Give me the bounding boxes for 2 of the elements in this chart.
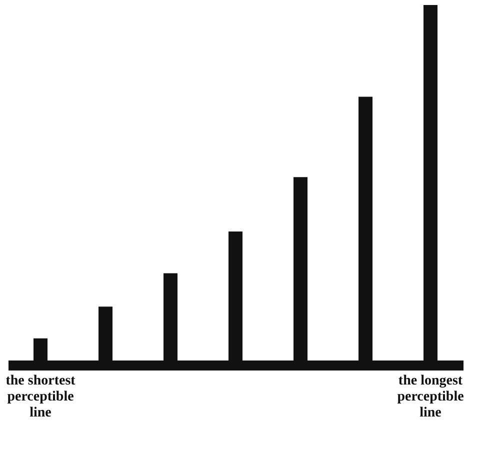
x-tick-label: the shortest perceptible line (6, 374, 76, 420)
x-tick-label: the longest perceptible line (397, 374, 464, 420)
